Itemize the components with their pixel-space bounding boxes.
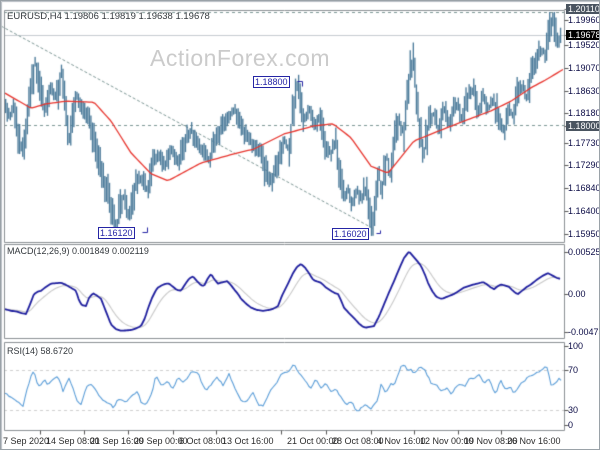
- time-axis-label: 28 Oct 08:00: [332, 436, 384, 446]
- price-axis-label: 1.19520: [568, 40, 600, 50]
- price-axis-label: 1.19070: [568, 63, 600, 73]
- time-axis-label: 13 Oct 16:00: [222, 436, 274, 446]
- time-axis-label: 7 Sep 2020: [3, 436, 50, 446]
- price-axis-label: 1.17730: [568, 138, 600, 148]
- price-axis-label: 1.16840: [568, 183, 600, 193]
- time-axis-label: 19 Nov 08:00: [464, 436, 518, 446]
- time-axis-label: 12 Nov 00:00: [420, 436, 474, 446]
- time-axis-label: 21 Oct 00:00: [287, 436, 339, 446]
- price-flag[interactable]: 1.16120: [98, 227, 135, 239]
- time-axis-label: 14 Sep 08:00: [46, 436, 100, 446]
- time-axis-label: 21 Sep 16:00: [90, 436, 144, 446]
- price-axis-label: 1.20110: [566, 4, 600, 14]
- time-axis-label: 29 Sep 00:00: [134, 436, 188, 446]
- price-axis-label: 1.18000: [566, 121, 599, 131]
- time-axis-label: 6 Oct 08:00: [179, 436, 226, 446]
- price-axis-label: 1.18180: [568, 108, 600, 118]
- price-axis-label: 1.17290: [568, 160, 600, 170]
- price-axis-label: 1.15950: [568, 229, 600, 239]
- rsi-indicator-label: RSI(14) 58.6720: [7, 346, 74, 356]
- macd-indicator-label: MACD(12,26,9) 0.001849 0.002119: [7, 246, 149, 256]
- indicator-axis-label: 0.00525: [568, 247, 600, 257]
- time-axis-label: 4 Nov 16:00: [377, 436, 426, 446]
- price-axis-label: 1.18630: [568, 86, 600, 96]
- indicator-axis-label: 100: [568, 341, 584, 351]
- indicator-axis-label: 0: [568, 420, 574, 430]
- price-axis-label: 1.16400: [568, 206, 600, 216]
- indicator-axis-label: 0.00: [568, 289, 586, 299]
- price-axis-label: 1.19960: [568, 15, 600, 25]
- price-axis-label: 1.19678: [566, 30, 599, 40]
- indicator-axis-label: 30: [568, 405, 579, 415]
- indicator-axis-label: 70: [568, 365, 579, 375]
- price-flag[interactable]: 1.16020: [332, 228, 369, 240]
- price-flag[interactable]: 1.18800: [253, 76, 290, 88]
- watermark: ActionForex.com: [150, 45, 331, 71]
- time-axis-label: 26 Nov 16:00: [507, 436, 561, 446]
- indicator-axis-label: -0.004732: [568, 327, 599, 337]
- symbol-ohlc-title: EURUSD,H4 1.19806 1.19819 1.19638 1.1967…: [7, 11, 210, 22]
